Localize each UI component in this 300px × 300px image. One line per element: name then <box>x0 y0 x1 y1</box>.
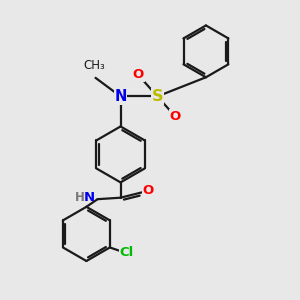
Text: N: N <box>114 89 127 104</box>
Text: H: H <box>75 191 85 204</box>
Text: O: O <box>142 184 154 197</box>
Text: O: O <box>133 68 144 81</box>
Text: S: S <box>152 89 163 104</box>
Text: N: N <box>84 191 95 204</box>
Text: Cl: Cl <box>119 246 134 259</box>
Text: CH₃: CH₃ <box>83 59 105 72</box>
Text: O: O <box>169 110 181 123</box>
